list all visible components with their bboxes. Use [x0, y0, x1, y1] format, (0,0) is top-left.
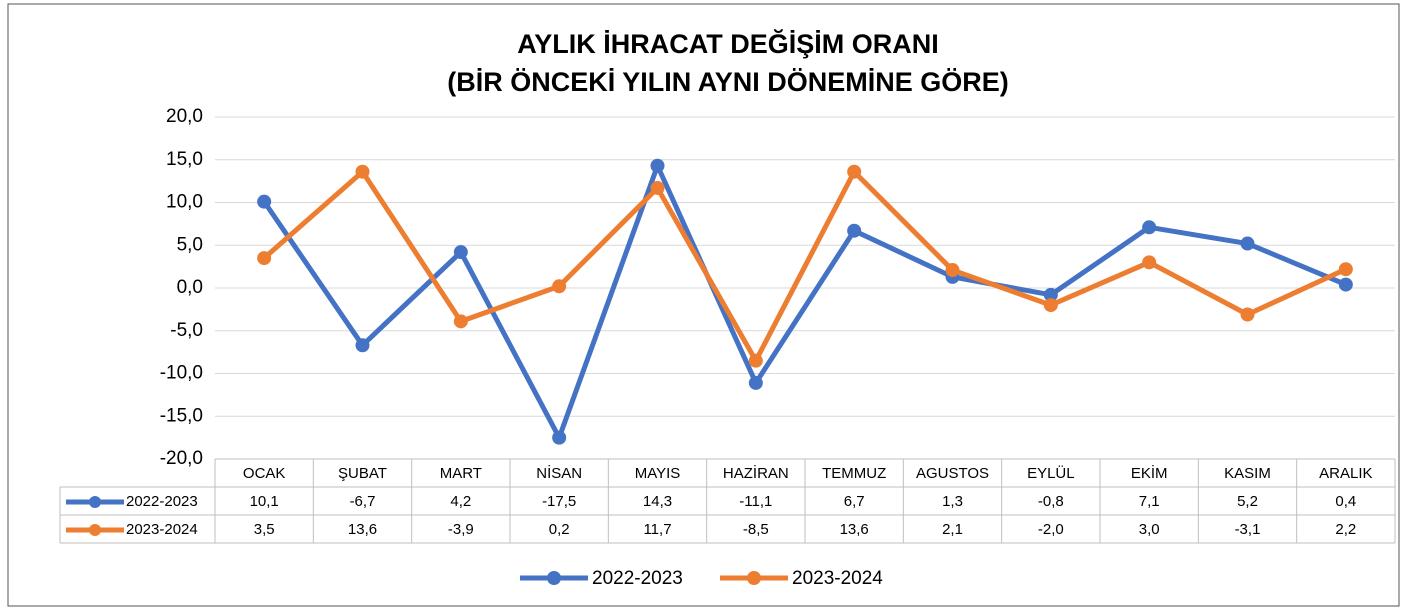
series-line — [262, 163, 1347, 441]
chart-subtitle: (BİR ÖNCEKİ YILIN AYNI DÖNEMİNE GÖRE) — [447, 67, 1009, 97]
table-cell: -3,1 — [1235, 521, 1261, 538]
table-row-header: 2023-2024 — [126, 521, 198, 538]
table-cell: 14,3 — [643, 493, 672, 510]
table-cell: 7,1 — [1139, 493, 1160, 510]
table-cell: 5,2 — [1237, 493, 1258, 510]
data-point — [1240, 236, 1255, 251]
chart-title: AYLIK İHRACAT DEĞİŞİM ORANI — [517, 28, 939, 59]
table-cell: 4,2 — [450, 493, 471, 510]
x-tick-label: HAZİRAN — [723, 464, 789, 482]
x-tick-label: ŞUBAT — [338, 465, 387, 482]
y-tick-label: 10,0 — [166, 192, 203, 213]
table-cell: 6,7 — [844, 493, 865, 510]
table-cell: -11,1 — [739, 493, 772, 510]
data-point — [257, 251, 272, 266]
x-tick-label: OCAK — [243, 465, 286, 482]
y-tick-label: -5,0 — [170, 320, 203, 341]
data-point — [355, 164, 370, 179]
data-point — [748, 353, 763, 368]
table-row-header: 2022-2023 — [126, 493, 198, 510]
series-line — [262, 169, 1347, 364]
data-point — [847, 164, 862, 179]
table-cell: 1,3 — [942, 493, 963, 510]
y-tick-label: 20,0 — [166, 106, 203, 127]
table-cell: 3,5 — [254, 521, 275, 538]
table-cell: -0,8 — [1038, 493, 1064, 510]
data-point — [552, 430, 567, 445]
data-point — [748, 375, 763, 390]
x-tick-label: MART — [440, 465, 482, 482]
data-point — [1043, 287, 1058, 302]
table-cell: -8,5 — [743, 521, 769, 538]
data-point — [453, 314, 468, 329]
data-point — [1240, 307, 1255, 322]
y-tick-label: -10,0 — [160, 363, 203, 384]
data-point — [1043, 298, 1058, 313]
table-legend-key-marker — [89, 496, 101, 508]
table-cell: -17,5 — [542, 493, 576, 510]
x-tick-label: EKİM — [1131, 464, 1168, 482]
y-tick-label: 15,0 — [166, 149, 203, 170]
y-tick-label: 5,0 — [177, 234, 203, 255]
x-tick-label: KASIM — [1224, 465, 1271, 482]
chart-frame — [7, 3, 1400, 607]
data-point — [257, 194, 272, 209]
table-cell: 2,1 — [942, 521, 963, 538]
legend-label: 2023-2024 — [792, 568, 883, 589]
data-point — [650, 158, 665, 173]
data-point — [945, 263, 960, 278]
data-point — [1338, 277, 1353, 292]
data-point — [1338, 262, 1353, 277]
table-cell: 2,2 — [1335, 521, 1356, 538]
table-cell: 0,2 — [549, 521, 570, 538]
x-tick-label: TEMMUZ — [822, 465, 886, 482]
table-cell: 13,6 — [840, 521, 869, 538]
data-point — [552, 279, 567, 294]
data-point — [453, 245, 468, 260]
table-legend-key-marker — [89, 524, 101, 536]
x-tick-label: ARALIK — [1319, 465, 1372, 482]
table-cell: -3,9 — [448, 521, 474, 538]
y-tick-label: 0,0 — [177, 277, 203, 298]
data-point — [1142, 255, 1157, 270]
table-cell: -2,0 — [1038, 521, 1064, 538]
table-cell: -6,7 — [350, 493, 376, 510]
y-tick-label: -20,0 — [160, 448, 203, 469]
table-cell: 10,1 — [250, 493, 279, 510]
table-cell: 13,6 — [348, 521, 377, 538]
legend-key-marker — [747, 571, 761, 585]
legend-label: 2022-2023 — [592, 568, 683, 589]
table-cell: 11,7 — [643, 521, 671, 538]
x-tick-label: NİSAN — [536, 464, 582, 482]
x-tick-label: MAYIS — [635, 465, 681, 482]
table-cell: 3,0 — [1139, 521, 1160, 538]
data-point — [650, 180, 665, 195]
x-tick-label: AGUSTOS — [916, 465, 989, 482]
x-tick-label: EYLÜL — [1027, 464, 1075, 482]
data-point — [1142, 220, 1157, 235]
y-tick-label: -15,0 — [160, 405, 203, 426]
table-cell: 0,4 — [1335, 493, 1356, 510]
data-point — [355, 338, 370, 353]
legend-key-marker — [547, 571, 561, 585]
data-point — [847, 223, 862, 238]
